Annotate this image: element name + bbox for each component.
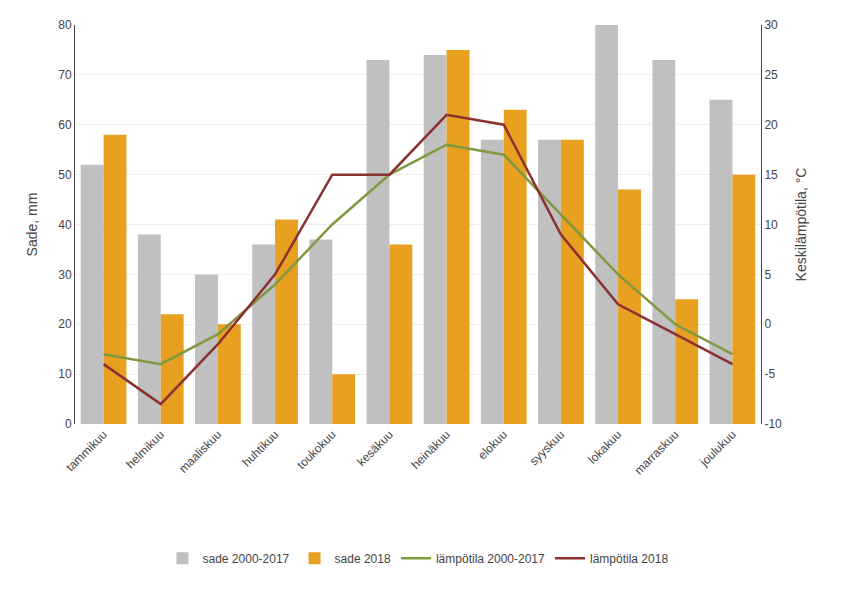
svg-text:70: 70	[58, 68, 72, 82]
svg-text:10: 10	[58, 367, 72, 381]
svg-text:sade 2018: sade 2018	[335, 552, 391, 566]
svg-text:lämpötila 2018: lämpötila 2018	[590, 552, 668, 566]
svg-text:0: 0	[65, 417, 72, 431]
svg-text:60: 60	[58, 118, 72, 132]
svg-text:huhtikuu: huhtikuu	[239, 427, 281, 469]
svg-text:50: 50	[58, 168, 72, 182]
svg-text:0: 0	[764, 317, 771, 331]
svg-text:elokuu: elokuu	[475, 427, 510, 462]
svg-text:25: 25	[764, 68, 778, 82]
svg-text:80: 80	[58, 18, 72, 32]
svg-text:30: 30	[764, 18, 778, 32]
svg-text:-10: -10	[764, 417, 782, 431]
svg-text:lämpötila 2000-2017: lämpötila 2000-2017	[436, 552, 545, 566]
svg-text:Sade, mm: Sade, mm	[24, 193, 40, 257]
svg-text:joulukuu: joulukuu	[697, 427, 739, 469]
svg-text:Keskilämpötila, °C: Keskilämpötila, °C	[793, 168, 809, 282]
svg-text:20: 20	[764, 118, 778, 132]
svg-text:kesäkuu: kesäkuu	[354, 427, 396, 469]
svg-text:helmikuu: helmikuu	[123, 427, 167, 471]
svg-text:tammikuu: tammikuu	[63, 427, 110, 474]
svg-text:5: 5	[764, 268, 771, 282]
svg-text:30: 30	[58, 268, 72, 282]
svg-text:15: 15	[764, 168, 778, 182]
svg-text:syyskuu: syyskuu	[527, 427, 568, 468]
svg-text:20: 20	[58, 317, 72, 331]
svg-text:marraskuu: marraskuu	[632, 427, 682, 477]
svg-text:toukokuu: toukokuu	[294, 427, 338, 471]
svg-text:maaliskuu: maaliskuu	[176, 427, 224, 475]
svg-text:sade 2000-2017: sade 2000-2017	[203, 552, 290, 566]
svg-text:-5: -5	[764, 367, 775, 381]
svg-text:heinäkuu: heinäkuu	[409, 427, 453, 471]
svg-text:10: 10	[764, 218, 778, 232]
svg-text:lokakuu: lokakuu	[585, 427, 624, 466]
svg-text:40: 40	[58, 218, 72, 232]
